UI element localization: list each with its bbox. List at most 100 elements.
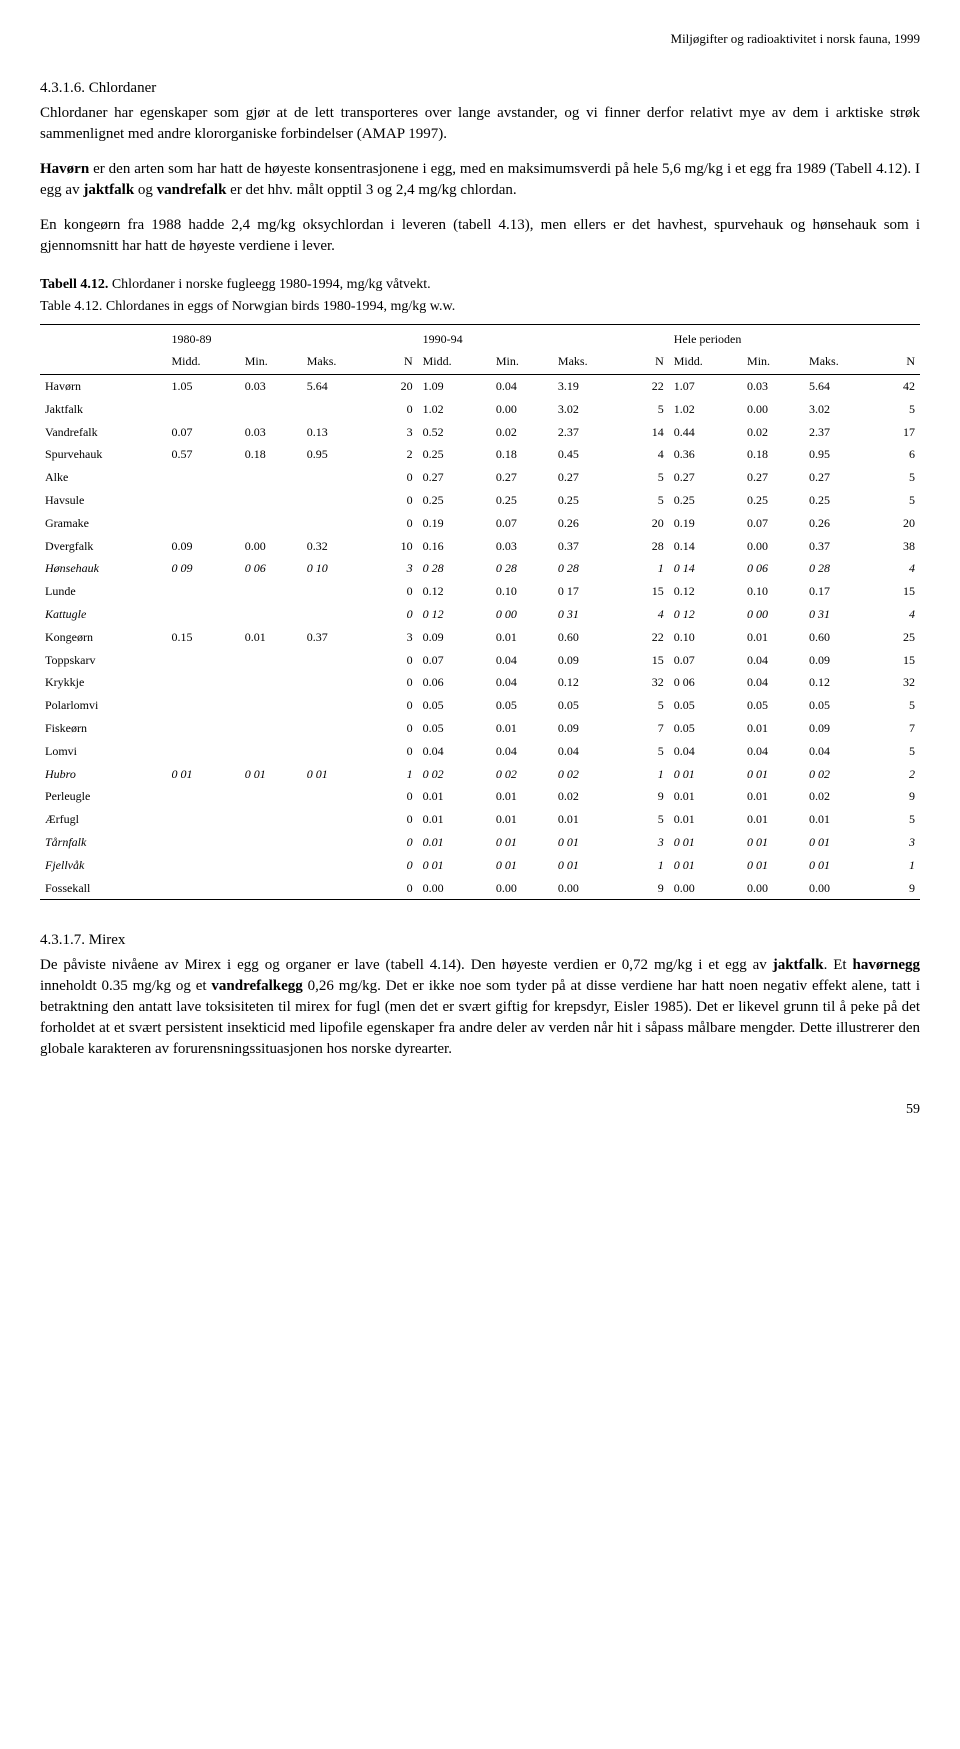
species-name: Jaktfalk	[40, 398, 166, 421]
cell: 0.04	[553, 740, 628, 763]
table-row: Spurvehauk0.570.180.9520.250.180.4540.36…	[40, 443, 920, 466]
cell: 32	[627, 671, 668, 694]
cell: 15	[627, 580, 668, 603]
cell: 0.07	[491, 512, 553, 535]
cell: 5.64	[302, 374, 377, 397]
section-heading-1: 4.3.1.6. Chlordaner	[40, 78, 920, 99]
col-header: Min.	[742, 350, 804, 374]
cell	[302, 808, 377, 831]
cell: 0.18	[240, 443, 302, 466]
cell	[302, 649, 377, 672]
cell	[302, 671, 377, 694]
species-name: Alke	[40, 466, 166, 489]
species-name: Vandrefalk	[40, 421, 166, 444]
cell: 0.04	[418, 740, 491, 763]
cell: 0 01	[166, 763, 239, 786]
cell: 0.00	[240, 535, 302, 558]
bold-term: vandrefalkegg	[211, 978, 302, 994]
cell: 0.00	[804, 877, 879, 900]
table-row: Hubro0 010 010 0110 020 020 0210 010 010…	[40, 763, 920, 786]
running-header: Miljøgifter og radioaktivitet i norsk fa…	[40, 30, 920, 48]
cell	[302, 831, 377, 854]
cell	[302, 717, 377, 740]
cell	[166, 808, 239, 831]
species-name: Perleugle	[40, 785, 166, 808]
cell: 0 28	[418, 557, 491, 580]
cell: 5	[627, 694, 668, 717]
cell	[166, 580, 239, 603]
cell: 28	[627, 535, 668, 558]
cell: 0.01	[804, 808, 879, 831]
cell: 0.19	[418, 512, 491, 535]
cell: 0	[376, 854, 417, 877]
period-1: 1980-89	[166, 325, 417, 350]
cell: 1	[879, 854, 920, 877]
cell: 1.02	[669, 398, 742, 421]
text: inneholdt 0.35 mg/kg og et	[40, 978, 211, 994]
cell: 0.12	[553, 671, 628, 694]
cell: 14	[627, 421, 668, 444]
cell: 0.04	[742, 649, 804, 672]
cell: 5	[627, 466, 668, 489]
cell: 0.07	[669, 649, 742, 672]
cell: 0.02	[491, 421, 553, 444]
cell: 7	[627, 717, 668, 740]
cell: 0.25	[418, 443, 491, 466]
cell: 2	[879, 763, 920, 786]
cell: 0.18	[491, 443, 553, 466]
cell: 0.15	[166, 626, 239, 649]
cell: 0	[376, 603, 417, 626]
cell: 6	[879, 443, 920, 466]
cell: 5	[879, 466, 920, 489]
cell: 0 01	[804, 854, 879, 877]
cell: 0 02	[418, 763, 491, 786]
cell: 1.09	[418, 374, 491, 397]
cell: 0.07	[166, 421, 239, 444]
cell: 0.27	[669, 466, 742, 489]
cell: 20	[879, 512, 920, 535]
cell: 0 12	[418, 603, 491, 626]
cell: 3.02	[553, 398, 628, 421]
cell: 5	[627, 808, 668, 831]
cell	[302, 466, 377, 489]
cell: 0.04	[742, 671, 804, 694]
cell: 0.01	[742, 717, 804, 740]
cell: 7	[879, 717, 920, 740]
table-row: Havsule00.250.250.2550.250.250.255	[40, 489, 920, 512]
cell: 0.01	[742, 785, 804, 808]
cell: 0.07	[742, 512, 804, 535]
cell: 0.37	[804, 535, 879, 558]
cell: 0.00	[742, 398, 804, 421]
col-header: N	[627, 350, 668, 374]
cell	[240, 649, 302, 672]
cell: 15	[879, 649, 920, 672]
cell: 0.00	[553, 877, 628, 900]
cell: 0	[376, 489, 417, 512]
cell: 0.01	[491, 626, 553, 649]
cell: 0.27	[804, 466, 879, 489]
cell: 17	[879, 421, 920, 444]
species-name: Toppskarv	[40, 649, 166, 672]
cell: 0 01	[491, 854, 553, 877]
cell: 0	[376, 694, 417, 717]
cell: 0.00	[669, 877, 742, 900]
species-name: Fiskeørn	[40, 717, 166, 740]
cell: 0.01	[418, 808, 491, 831]
cell: 0 00	[491, 603, 553, 626]
cell: 0.60	[553, 626, 628, 649]
cell: 0.25	[804, 489, 879, 512]
species-name: Hønsehauk	[40, 557, 166, 580]
cell	[166, 603, 239, 626]
cell: 0 01	[804, 831, 879, 854]
cell: 0.02	[742, 421, 804, 444]
cell: 0.04	[804, 740, 879, 763]
cell: 0.05	[553, 694, 628, 717]
cell	[240, 717, 302, 740]
cell: 5	[879, 489, 920, 512]
cell: 0.25	[491, 489, 553, 512]
cell: 0.05	[742, 694, 804, 717]
species-name: Lunde	[40, 580, 166, 603]
cell: 0.12	[418, 580, 491, 603]
cell: 9	[627, 877, 668, 900]
text: . Et	[824, 957, 853, 973]
